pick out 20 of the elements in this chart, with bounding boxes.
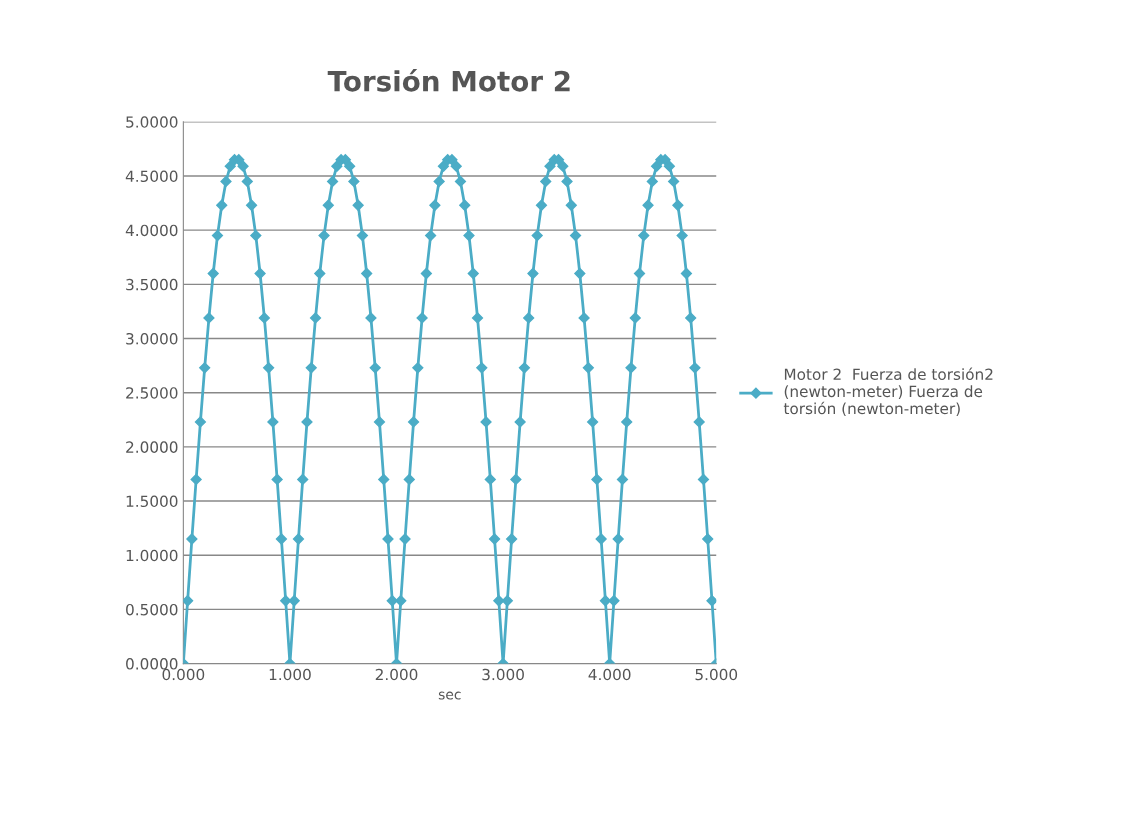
x-tick-label: 3.000 [482,668,524,681]
y-tick-label: 4.5000 [125,170,178,182]
x-tick-label: 1.000 [269,668,311,681]
y-tick-label: 5.0000 [126,116,178,128]
x-tick-label: 5.000 [695,668,738,681]
chart-title: Torsión Motor 2 [327,69,570,92]
y-tick-label: 0.5000 [126,603,178,616]
x-axis-title: sec [438,691,461,700]
y-tick-label: 2.5000 [126,387,178,399]
y-tick-label: 1.0000 [126,549,178,562]
x-tick-label: 0.000 [162,668,205,681]
y-tick-label: 3.0000 [126,332,178,345]
x-tick-label: 4.000 [588,668,631,681]
y-tick-label: 4.0000 [125,224,178,237]
legend-label: Motor 2 Fuerza de torsión2 (newton-meter) Fuerza de torsión (newton-meter) [783,367,993,417]
y-tick-label: 3.5000 [126,278,178,291]
y-tick-label: 2.0000 [126,441,178,453]
y-tick-label: 1.5000 [126,495,178,508]
y-tick-label: 0.0000 [126,658,178,670]
x-tick-label: 2.000 [375,668,418,681]
